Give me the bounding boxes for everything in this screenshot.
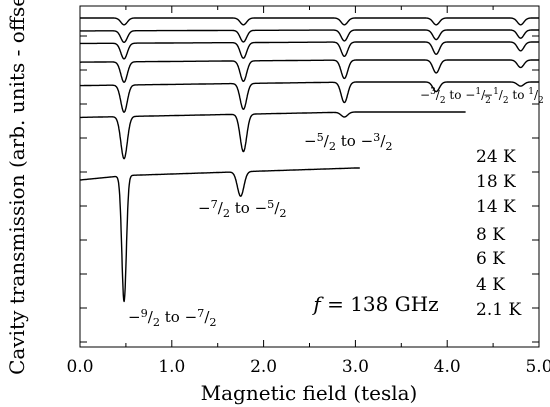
series-line: [79, 59, 540, 83]
x-axis-tick-labels: 0.0 1.0 2.0 3.0 4.0 5.0: [66, 357, 550, 377]
temperature-label: 6 K: [476, 249, 505, 269]
temperature-label: 2.1 K: [476, 300, 521, 320]
x-tick-label: 5.0: [525, 357, 550, 377]
transition-label: −1/2 to 1/2: [483, 87, 544, 106]
y-axis-ticks: [80, 35, 539, 343]
temperature-label: 18 K: [476, 172, 516, 192]
x-axis-ticks: [79, 6, 540, 347]
series-line: [79, 17, 540, 26]
series-line: [79, 167, 361, 303]
frequency-label: f = 138 GHz: [311, 292, 438, 316]
transition-annotations: −9/2 to −7/2 −7/2 to −5/2 −5/2 to −3/2 −3/2…: [128, 87, 544, 329]
y-axis-title: Cavity transmission (arb. units - offset…: [5, 0, 29, 375]
transition-label: −5/2 to −3/2: [304, 131, 393, 153]
plot-border: [79, 5, 540, 348]
series-line: [79, 81, 540, 113]
temperature-labels: 24 K 18 K 14 K 8 K 6 K 4 K 2.1 K: [476, 147, 521, 320]
series-line: [79, 111, 466, 160]
transition-label: −7/2 to −5/2: [198, 198, 287, 220]
series-line: [79, 29, 540, 43]
temperature-label: 8 K: [476, 225, 505, 245]
transition-label: −9/2 to −7/2: [128, 307, 217, 329]
temperature-label: 24 K: [476, 147, 516, 167]
x-tick-label: 2.0: [250, 357, 277, 377]
x-tick-label: 1.0: [158, 357, 185, 377]
plot-frame: [79, 5, 540, 348]
x-tick-label: 0.0: [66, 357, 93, 377]
temperature-label: 14 K: [476, 197, 516, 217]
x-tick-label: 4.0: [434, 357, 461, 377]
x-axis-title: Magnetic field (tesla): [201, 381, 418, 405]
transition-label: −3/2 to −1/2: [420, 87, 491, 106]
series-line: [79, 41, 540, 60]
temperature-label: 4 K: [476, 275, 505, 295]
x-tick-label: 3.0: [342, 357, 369, 377]
series-traces: [79, 17, 540, 303]
